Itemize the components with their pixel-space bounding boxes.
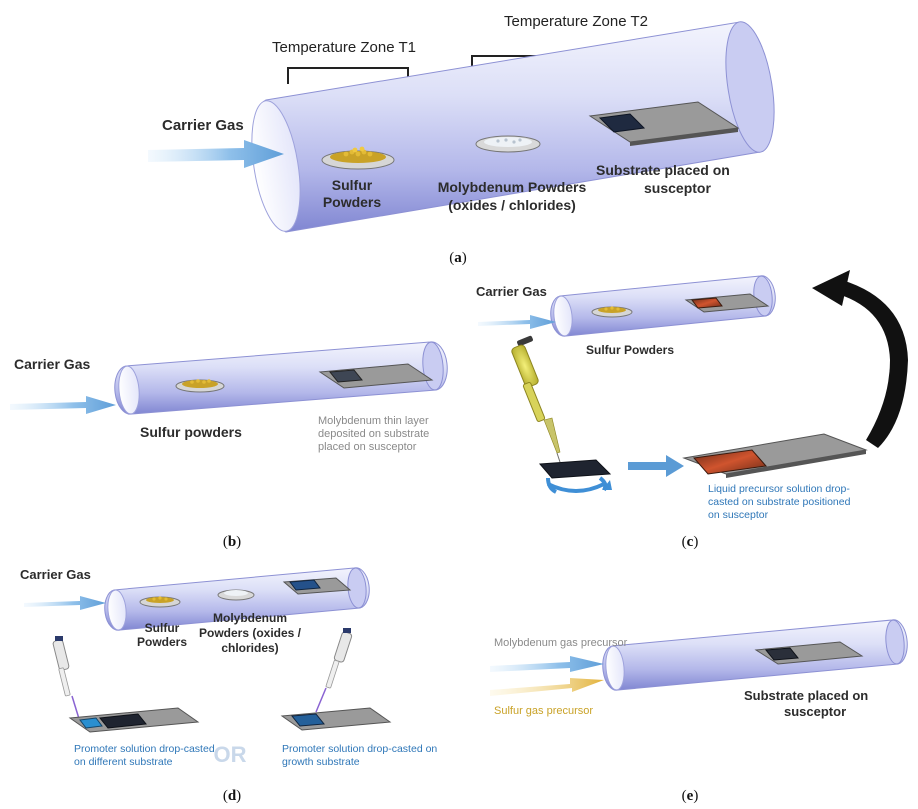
substrate-c-top (691, 297, 723, 309)
sulfur-boat-b (175, 379, 225, 393)
molybdenum-boat-a (475, 135, 541, 153)
tube-end-cap-e (885, 619, 905, 665)
sulfur-label-d-2: Powders (137, 635, 187, 649)
or-separator: OR (214, 742, 247, 767)
molybdenum-label-d: Molybdenum (213, 611, 287, 625)
substrate-e (765, 647, 799, 661)
molybdenum-boat-d (217, 589, 255, 601)
carrier-gas-label-a: Carrier Gas (162, 117, 244, 134)
tube-opening-left (251, 100, 301, 232)
zone-t1-bracket (287, 67, 409, 84)
return-arrow-c (812, 270, 908, 448)
tube-opening-e (605, 645, 625, 691)
liquid-precursor-label-3: on susceptor (708, 509, 769, 521)
substrate-d-top (289, 579, 321, 591)
pipette-d-right (315, 628, 353, 713)
moly-layer-label-b-3: placed on susceptor (318, 441, 417, 453)
susceptor-c-large (682, 433, 868, 478)
growth-substrate-left (99, 713, 147, 729)
carrier-gas-label-c: Carrier Gas (476, 284, 547, 299)
sulfur-label-c: Sulfur Powders (586, 343, 674, 357)
spin-substrate-c (538, 459, 612, 494)
liquid-precursor-label-2: casted on substrate positioned (708, 496, 851, 508)
susceptor-d (282, 577, 352, 595)
caption-b: (b) (223, 534, 241, 550)
sulfur-boat-a (321, 146, 395, 170)
tube-opening-c (553, 295, 573, 337)
carrier-gas-arrow-b (10, 396, 116, 414)
caption-a: (a) (449, 250, 467, 266)
carrier-gas-label-b: Carrier Gas (14, 356, 90, 372)
promoter-right-label-2: growth substrate (282, 756, 360, 768)
sulfur-gas-arrow (490, 678, 604, 696)
sulfur-gas-label: Sulfur gas precursor (494, 705, 593, 717)
pipette-d-left (52, 636, 81, 723)
susceptor-e (754, 641, 864, 665)
panel-d: Carrier Gas Sulfur Powders Molybdenum Po… (20, 567, 437, 804)
promoter-left-label-2: on different substrate (74, 756, 173, 768)
tube-opening-d (107, 589, 127, 631)
carrier-gas-label-d: Carrier Gas (20, 567, 91, 582)
moly-layer-label-b: Molybdenum thin layer (318, 415, 429, 427)
susceptor-d-right (280, 707, 392, 731)
panel-b: Carrier Gas Sulfur powders Molybdenum th… (10, 341, 448, 550)
promoter-right-label: Promoter solution drop-casted on (282, 743, 437, 755)
substrate-label-e-2: susceptor (784, 704, 846, 719)
promoter-left-label: Promoter solution drop-casted (74, 743, 215, 755)
promoter-substrate (79, 717, 103, 729)
sulfur-label-b: Sulfur powders (140, 424, 242, 440)
tube-opening-b (118, 365, 140, 415)
panel-e: Molybdenum gas precursor Sulfur gas prec… (490, 619, 908, 804)
caption-c: (c) (682, 534, 699, 550)
pipette-c (511, 335, 561, 463)
susceptor-b (318, 363, 434, 389)
substrate-c (693, 449, 767, 475)
susceptor-a (588, 101, 740, 146)
process-arrow-c (628, 455, 684, 477)
molybdenum-label-d-3: chlorides) (221, 641, 278, 655)
substrate-a (598, 113, 646, 133)
molybdenum-gas-label: Molybdenum gas precursor (494, 637, 628, 649)
sulfur-label-a: Sulfur (332, 177, 373, 193)
molybdenum-label-a-2: (oxides / chlorides) (448, 197, 576, 213)
zone-t2-label: Temperature Zone T2 (504, 13, 648, 30)
quartz-tube-e (602, 619, 908, 691)
zone-t1-label: Temperature Zone T1 (272, 39, 416, 56)
susceptor-d-left (68, 707, 200, 733)
molybdenum-label-d-2: Powders (oxides / (199, 626, 302, 640)
growth-substrate-right (291, 713, 325, 727)
panel-c: Carrier Gas Sulfur Powders (476, 270, 908, 550)
caption-e: (e) (682, 788, 699, 804)
sulfur-boat-c (591, 306, 633, 318)
sulfur-label-a-2: Powders (323, 194, 382, 210)
sulfur-boat-d (139, 596, 181, 608)
sulfur-label-d: Sulfur (145, 621, 180, 635)
carrier-gas-arrow-d (24, 596, 106, 610)
moly-layer-label-b-2: deposited on substrate (318, 428, 429, 440)
substrate-label-a-2: susceptor (644, 180, 711, 196)
panel-a: Temperature Zone T1 Temperature Zone T2 … (148, 13, 775, 266)
liquid-precursor-label: Liquid precursor solution drop- (708, 483, 850, 495)
substrate-b (329, 369, 363, 383)
molybdenum-label-a: Molybdenum Powders (438, 179, 587, 195)
carrier-gas-arrow-a (148, 140, 284, 168)
caption-d: (d) (223, 788, 241, 804)
substrate-label-e: Substrate placed on (744, 688, 868, 703)
carrier-gas-arrow-c (478, 315, 556, 329)
molybdenum-gas-arrow (490, 656, 604, 672)
susceptor-c (684, 293, 770, 313)
tube-end-cap-right (725, 21, 775, 153)
substrate-label-a: Substrate placed on (596, 162, 730, 178)
